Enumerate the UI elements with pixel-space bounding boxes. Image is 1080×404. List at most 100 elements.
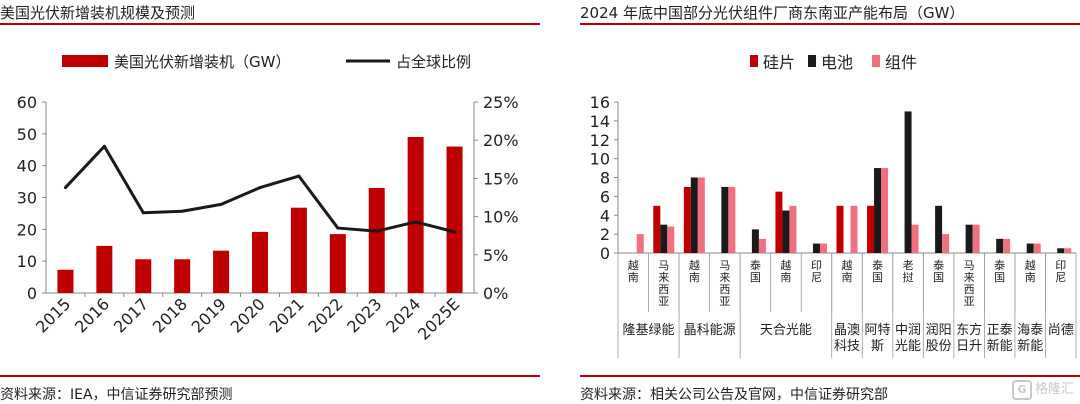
legend-label-line: 占全球比例 [396,53,471,71]
y-tick-label: 20 [17,220,37,239]
bar-电池 [965,224,973,253]
y2-tick-label: 20% [483,131,519,150]
sea-capacity-chart: 硅片 电池 组件0246810121416越南马来西亚越南马来西亚泰国越南印尼越南泰… [590,53,1077,358]
bar-installations [174,259,191,293]
y2-tick-label: 10% [483,208,519,227]
category-label: 印尼 [811,259,822,284]
group-label: 润阳股份 [926,323,952,354]
category-label: 老挝 [903,259,914,284]
line-point [297,174,301,178]
bar-installations [57,269,74,293]
category-label: 印尼 [1055,259,1066,284]
category-label: 越南 [689,258,700,284]
legend-label-1: 电池 [821,53,853,72]
bar-installations [329,234,346,293]
line-point [453,230,457,234]
group-label: 阿特斯 [865,323,891,354]
line-point [180,209,184,213]
line-point [102,144,106,148]
bar-组件 [667,226,675,253]
line-point [219,202,223,206]
right-source-rule [580,375,1080,377]
bar-组件 [758,238,766,253]
category-label: 泰国 [994,258,1005,284]
y2-tick-label: 25% [483,93,519,112]
y-tick-label: 10 [17,252,37,271]
bar-电池 [935,205,943,253]
bar-组件 [697,177,705,253]
bar-电池 [782,210,790,253]
legend-swatch-bar [62,55,108,67]
line-global-share [64,144,455,234]
line-point [414,220,418,224]
x-tick-label: 2023 [343,294,385,336]
bar-电池 [1026,243,1034,253]
bar-电池 [721,186,729,253]
bar-硅片 [683,186,691,253]
group-label: 中润光能 [895,323,921,354]
bar-installations [213,250,230,293]
x-tick-label: 2020 [227,294,269,336]
y-tick-label: 10 [590,150,610,169]
line-point [63,186,67,190]
us-pv-chart-panel: 美国光伏新增装机规模及预测 美国光伏新增装机（GW） 占全球比例 0 10 20 30 40… [0,4,540,403]
group-label: 晶澳科技 [834,322,860,354]
bar-组件 [728,186,736,253]
bar-电池 [751,229,759,253]
y2-tick-label: 15% [483,169,519,188]
category-label: 泰国 [750,258,761,284]
bar-电池 [1057,248,1065,253]
watermark: G 格隆汇 [1011,378,1074,400]
left-source-rule [0,375,540,377]
y-tick-label: 2 [600,225,610,244]
left-source-note: 资料来源：IEA，中信证券研究部预测 [0,387,233,403]
line-point [258,186,262,190]
category-label: 越南 [780,258,791,284]
bar-电池 [996,238,1004,253]
bar-电池 [812,243,820,253]
bar-电池 [904,111,912,253]
category-label: 泰国 [933,258,944,284]
y-tick-label: 0 [600,244,610,263]
bar-installations [96,245,113,293]
bar-组件 [942,234,950,253]
right-title-rule [580,23,1080,25]
bar-installations [368,187,385,293]
y-tick-label: 0 [27,284,37,303]
line-point [336,226,340,230]
bar-组件 [911,224,919,253]
bar-installations [290,207,307,293]
legend-swatch-1 [808,55,816,67]
y-tick-label: 50 [17,125,37,144]
legend-label-bar: 美国光伏新增装机（GW） [114,53,290,71]
group-label: 东方日升 [956,322,982,354]
y-tick-label: 4 [600,206,610,225]
legend-label-2: 组件 [885,53,917,72]
y-tick-label: 8 [600,169,610,188]
x-tick-label: 2017 [110,294,152,336]
left-chart-title: 美国光伏新增装机规模及预测 [0,4,196,22]
x-tick-label: 2025E [414,294,463,343]
bar-installations [446,146,463,293]
bar-电池 [690,177,698,253]
category-label: 泰国 [872,258,883,284]
category-label: 马来西亚 [719,259,730,308]
category-label: 马来西亚 [658,259,669,308]
bar-组件 [881,168,889,253]
right-source-note: 资料来源：相关公司公告及官网，中信证券研究部 [580,387,888,403]
category-label: 越南 [842,258,853,284]
group-label: 隆基绿能 [623,323,675,338]
bar-组件 [819,243,827,253]
group-label: 海泰新能 [1017,323,1043,354]
y2-tick-label: 5% [483,246,508,265]
right-chart-title: 2024 年底中国部分光伏组件厂商东南亚产能布局（GW） [580,4,965,22]
category-label: 马来西亚 [964,259,975,308]
bar-硅片 [867,205,875,253]
x-tick-label: 2021 [266,294,308,336]
category-label: 越南 [628,258,639,284]
y-tick-label: 14 [590,112,610,131]
line-point [141,211,145,215]
bar-电池 [660,224,668,253]
group-label: 尚德 [1048,323,1074,338]
bar-installations [407,137,424,293]
